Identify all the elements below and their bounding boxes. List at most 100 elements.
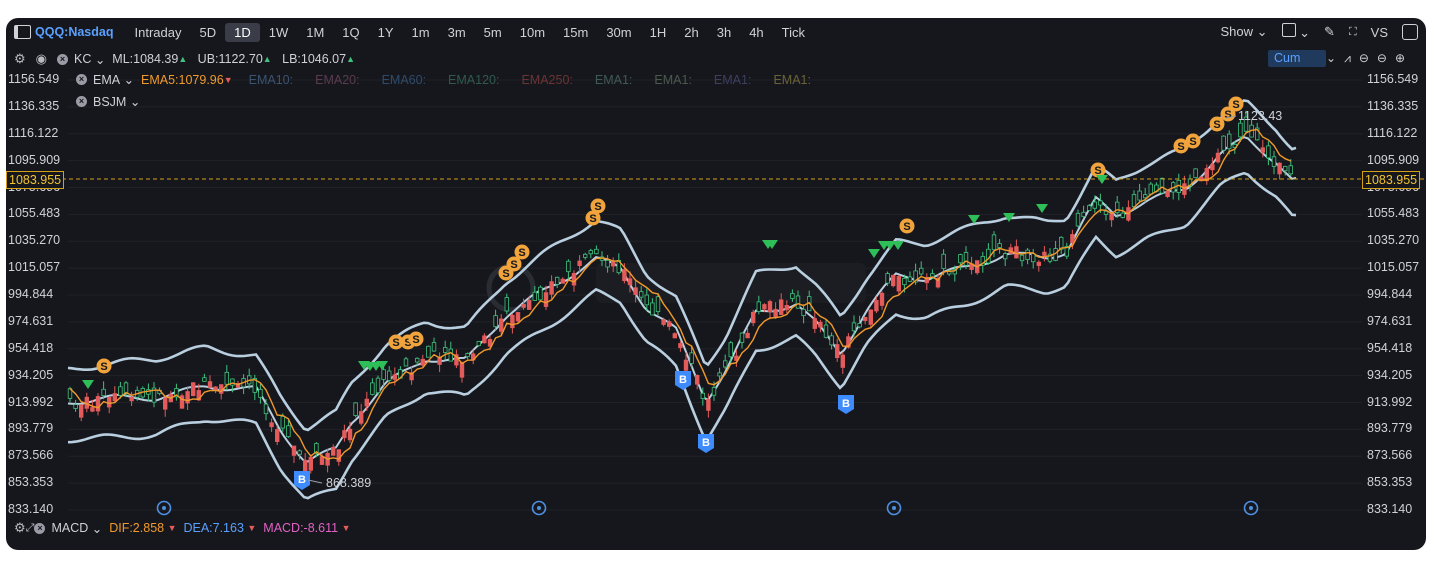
buy-marker[interactable]: B <box>838 395 854 414</box>
timeframe-tab-2h[interactable]: 2h <box>684 24 699 40</box>
signal-triangle[interactable] <box>376 361 388 370</box>
sell-marker[interactable]: S <box>1220 106 1236 122</box>
minus-circle-icon[interactable]: ⊖ <box>1376 51 1387 65</box>
sell-marker[interactable]: S <box>408 331 424 347</box>
candle <box>975 260 980 275</box>
vs-button[interactable]: VS <box>1370 24 1388 40</box>
sell-marker[interactable]: S <box>590 198 606 214</box>
signal-triangle[interactable] <box>1036 204 1048 213</box>
event-icon-dot <box>537 506 541 510</box>
sell-marker[interactable]: S <box>1209 116 1225 132</box>
sell-marker[interactable]: S <box>506 256 522 272</box>
signal-triangle[interactable] <box>884 241 896 250</box>
candle <box>1255 122 1260 141</box>
signal-triangle[interactable] <box>82 380 94 389</box>
close-icon[interactable]: × <box>57 53 68 65</box>
plus-circle-icon[interactable]: ⊕ <box>1394 51 1406 65</box>
buy-marker[interactable]: B <box>698 434 714 453</box>
signal-triangle[interactable] <box>892 241 904 250</box>
candle <box>297 449 302 460</box>
buy-marker[interactable]: B <box>294 471 310 490</box>
chevron-down-icon[interactable]: ⌄ <box>123 73 135 87</box>
event-icon[interactable] <box>1243 500 1259 516</box>
chevron-down-icon[interactable]: ⌄ <box>129 95 141 109</box>
sell-marker[interactable]: S <box>1185 133 1201 149</box>
timeframe-tab-30m[interactable]: 30m <box>606 24 632 40</box>
signal-triangle[interactable] <box>766 240 778 249</box>
timeframe-tab-1h[interactable]: 1H <box>649 24 667 40</box>
signal-triangle[interactable] <box>968 215 980 224</box>
timeframe-tab-1d[interactable]: 1D <box>225 22 260 42</box>
timeframe-tab-4h[interactable]: 4h <box>749 24 764 40</box>
layout-dropdown[interactable]: ⌄ <box>1281 23 1310 41</box>
candle <box>997 238 1002 254</box>
up-arrow-icon: ▲ <box>262 54 272 64</box>
gear-icon[interactable]: ⚙ <box>14 51 26 66</box>
sell-marker[interactable]: S <box>96 358 112 374</box>
signal-triangle[interactable] <box>868 249 880 258</box>
candle <box>101 381 106 400</box>
candle <box>1271 150 1277 175</box>
timeframe-tab-5m[interactable]: 5m <box>483 24 502 40</box>
timeframe-tab-1m[interactable]: 1m <box>411 24 430 40</box>
candle <box>896 275 901 295</box>
chevron-down-icon[interactable]: ⌄ <box>1326 51 1337 65</box>
candle <box>527 296 532 310</box>
event-icon[interactable] <box>531 500 547 516</box>
axis-scale-icon[interactable]: ⩘ <box>1344 51 1351 65</box>
chart-window: QQQ:Nasdaq Intraday 5D 1D 1W 1M 1Q 1Y 1m 3m 5m 10m… <box>6 18 1426 550</box>
candle <box>168 390 173 403</box>
event-icon[interactable] <box>886 500 902 516</box>
panel-toggle-icon[interactable] <box>1402 24 1418 40</box>
left-axis-tick: 1116.122 <box>8 125 59 140</box>
candle <box>919 261 924 276</box>
timeframe-tab-1y[interactable]: 1Y <box>377 24 394 40</box>
sell-marker[interactable]: S <box>1173 138 1189 154</box>
timeframe-tab-3h[interactable]: 3h <box>716 24 732 40</box>
signal-triangle[interactable] <box>1003 213 1015 222</box>
timeframe-tab-1m[interactable]: 1M <box>306 24 325 40</box>
macd-name[interactable]: MACD <box>51 521 89 535</box>
fullscreen-icon[interactable]: ⛶ <box>1348 25 1357 38</box>
chevron-down-icon[interactable]: ⌄ <box>91 521 103 536</box>
sell-marker[interactable]: S <box>1090 162 1106 178</box>
timeframe-tab-5d[interactable]: 5D <box>199 24 217 40</box>
candle <box>263 399 269 421</box>
ema-name[interactable]: EMA <box>93 72 121 87</box>
chevron-down-icon[interactable]: ⌄ <box>94 52 106 67</box>
right-axis-tick: 873.566 <box>1367 448 1413 463</box>
buy-marker[interactable]: B <box>675 371 691 390</box>
sell-marker[interactable]: S <box>1228 96 1244 112</box>
minus-circle-icon[interactable]: ⊖ <box>1358 51 1369 65</box>
sell-marker[interactable]: S <box>585 210 601 226</box>
close-icon[interactable]: × <box>76 74 87 85</box>
draw-pen-icon[interactable]: ✎ <box>1324 24 1335 39</box>
timeframe-tab-1w[interactable]: 1W <box>268 24 289 40</box>
close-icon[interactable]: × <box>34 522 46 534</box>
timeframe-tab-15m[interactable]: 15m <box>563 24 589 40</box>
eye-icon[interactable]: ◉ <box>35 51 47 66</box>
timeframe-tab-10m[interactable]: 10m <box>519 24 546 40</box>
close-icon[interactable]: × <box>76 96 87 107</box>
bsjm-name[interactable]: BSJM <box>93 94 127 109</box>
timeframe-tab-3m[interactable]: 3m <box>447 24 466 40</box>
gear-icon[interactable]: ⚙ <box>14 520 26 535</box>
sell-marker[interactable]: S <box>514 244 530 260</box>
kc-name[interactable]: KC <box>74 52 92 66</box>
show-dropdown[interactable]: Show ⌄ <box>1220 24 1267 40</box>
symbol-label[interactable]: QQQ:Nasdaq <box>35 25 114 39</box>
svg-text:B: B <box>842 398 850 410</box>
sell-marker[interactable]: S <box>388 334 404 350</box>
signal-triangle[interactable] <box>1096 175 1108 184</box>
timeframe-tab-1q[interactable]: 1Q <box>342 24 360 40</box>
candle <box>314 442 319 458</box>
cum-dropdown[interactable]: Cum <box>1268 50 1326 67</box>
event-icon[interactable] <box>156 500 172 516</box>
sell-marker[interactable]: S <box>899 218 915 234</box>
expand-icon[interactable]: ⤢ <box>25 521 35 534</box>
timeframe-tab-intraday[interactable]: Intraday <box>134 24 182 40</box>
right-axis-tick: 1156.549 <box>1367 72 1419 86</box>
sidebar-toggle-icon[interactable] <box>14 25 31 39</box>
timeframe-tab-tick[interactable]: Tick <box>781 24 806 40</box>
